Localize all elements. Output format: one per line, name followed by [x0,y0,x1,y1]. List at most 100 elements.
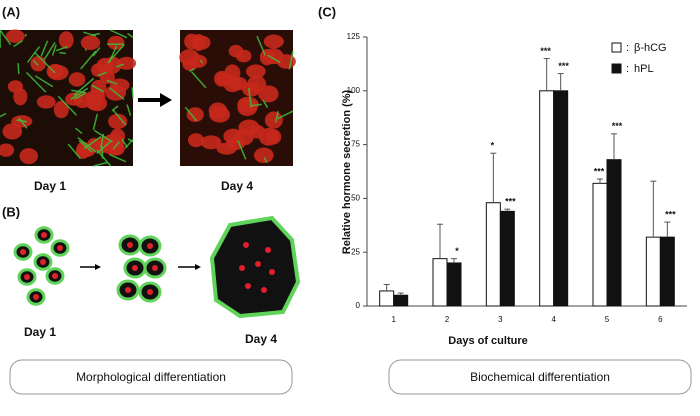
membrane [93,161,108,167]
nucleus [263,34,284,49]
y-axis-label: Relative hormone secretion (%) [341,89,353,254]
nucleus [19,148,39,165]
nucleus [13,87,28,106]
caption: Day 4 [221,179,253,193]
significance: *** [612,121,623,131]
nucleus [24,274,30,280]
nucleus [229,76,248,91]
micrograph-day4 [179,30,296,166]
nucleus [262,48,284,65]
nucleus [109,78,130,92]
nucleus [5,29,25,43]
nucleus [187,133,205,148]
legend-separator: : [626,42,629,54]
membrane [106,79,118,85]
membrane [96,149,112,167]
membrane [57,95,78,116]
bar [393,294,409,307]
bar [659,236,675,307]
membrane [59,51,67,55]
y-tick-label: 25 [351,247,360,256]
nucleus [33,294,39,300]
membrane [126,104,132,116]
membrane [96,140,112,155]
nucleus [58,31,74,49]
membrane [16,119,28,123]
panel-label: (B) [2,204,20,219]
panel-label: (A) [2,4,20,19]
membrane [124,138,134,149]
membrane [70,87,89,100]
nucleus [52,273,58,279]
x-tick-label: 1 [391,315,396,324]
bar [446,262,462,307]
y-tick-label: 0 [356,301,361,310]
legend-label: β-hCG [634,42,667,54]
membrane [13,39,24,48]
nucleus [147,289,153,295]
membrane [127,32,134,39]
bar [499,210,515,307]
membrane [26,46,41,63]
caption: Day 1 [34,179,66,193]
nucleus [46,63,64,79]
membrane [91,84,104,93]
nucleus [147,243,153,249]
membrane [55,45,68,52]
membrane [112,141,121,150]
nucleus [152,265,158,271]
membrane [34,52,56,74]
nucleus [269,269,275,275]
nucleus [2,123,23,140]
nucleus [117,56,137,70]
nucleus [108,113,128,130]
caption: Day 4 [245,332,277,346]
legend-swatch [611,42,622,53]
legend-separator: : [626,63,629,75]
membrane [74,92,86,100]
x-tick-label: 4 [551,315,556,324]
membrane [191,71,207,89]
membrane [40,40,49,57]
x-tick-label: 2 [445,315,450,324]
nucleus [53,100,69,119]
significance: *** [558,61,569,71]
membrane [115,63,124,68]
arrow [80,264,101,270]
nucleus [189,54,208,68]
membrane [77,137,97,153]
y-tick-label: 50 [351,194,360,203]
footer: Morphological differentiation [76,370,226,384]
nucleus [57,245,63,251]
arrow [178,264,201,270]
nucleus [36,95,56,109]
nucleus [265,247,271,253]
nucleus [238,119,260,136]
membrane [17,62,20,74]
y-tick-label: 75 [351,140,360,149]
nucleus [209,106,231,123]
significance: *** [540,46,551,56]
membrane [0,112,7,118]
bar [606,159,622,307]
significance: * [491,141,495,151]
membrane [92,113,99,130]
nucleus [261,287,267,293]
membrane [274,111,279,123]
bar [553,90,569,307]
nucleus [245,64,266,79]
membrane [256,35,266,56]
membrane [288,50,294,70]
nucleus [104,56,122,74]
membrane [184,106,198,122]
membrane [18,117,28,129]
membrane [78,140,93,153]
nucleus [200,135,222,150]
nucleus [68,72,86,87]
nucleus [253,147,274,164]
significance: *** [665,209,676,219]
legend-label: hPL [634,63,654,75]
bar [645,236,661,307]
bar [485,202,501,307]
